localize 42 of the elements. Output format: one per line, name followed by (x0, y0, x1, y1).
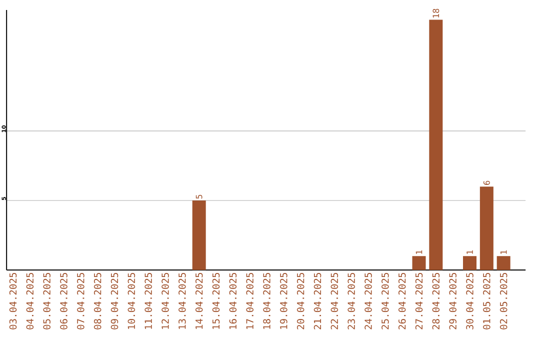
x-tick-label: 10.04.2025 (128, 272, 136, 329)
x-tick-label: 26.04.2025 (398, 272, 406, 330)
x-tick-label: 04.04.2025 (26, 272, 34, 330)
data-label: 6 (483, 180, 490, 185)
x-tick-label: 06.04.2025 (60, 272, 68, 330)
data-label: 1 (466, 250, 473, 254)
bar (496, 256, 510, 270)
x-tick-label: 14.04.2025 (195, 272, 203, 329)
x-tick-label: 27.04.2025 (415, 272, 423, 330)
bar (412, 256, 426, 270)
bar (429, 20, 443, 270)
x-tick-label: 13.04.2025 (178, 272, 186, 329)
x-tick-label: 11.04.2025 (144, 272, 152, 329)
x-tick-label: 09.04.2025 (110, 272, 118, 330)
data-label: 5 (196, 194, 202, 199)
data-label: 1 (500, 250, 507, 254)
data-label: 1 (416, 250, 422, 254)
x-tick-label: 01.05.2025 (483, 272, 490, 330)
x-tick-label: 23.04.2025 (348, 272, 355, 330)
x-tick-label: 17.04.2025 (246, 272, 254, 329)
x-tick-label: 19.04.2025 (280, 272, 288, 329)
x-tick-label: 12.04.2025 (162, 272, 169, 329)
x-tick-label: 02.05.2025 (500, 272, 508, 330)
x-tick-label: 29.04.2025 (449, 272, 456, 330)
bar (463, 256, 477, 270)
x-tick-label: 15.04.2025 (212, 272, 220, 329)
x-tick-label: 03.04.2025 (9, 272, 17, 330)
bar (480, 186, 494, 270)
x-tick-label: 28.04.2025 (432, 272, 440, 330)
x-tick-label: 16.04.2025 (229, 272, 237, 329)
x-tick-label: 08.04.2025 (94, 272, 102, 330)
x-tick-label: 18.04.2025 (263, 272, 270, 329)
x-tick-label: 07.04.2025 (77, 272, 84, 330)
x-tick-label: 05.04.2025 (43, 272, 50, 330)
x-tick-label: 24.04.2025 (364, 272, 372, 330)
data-label: 18 (432, 8, 440, 18)
x-tick-label: 20.04.2025 (296, 272, 304, 330)
x-tick-label: 30.04.2025 (466, 272, 474, 330)
x-tick-label: 25.04.2025 (382, 272, 389, 330)
x-tick-label: 22.04.2025 (330, 272, 338, 330)
bar (192, 200, 206, 270)
x-tick-label: 21.04.2025 (314, 272, 322, 330)
